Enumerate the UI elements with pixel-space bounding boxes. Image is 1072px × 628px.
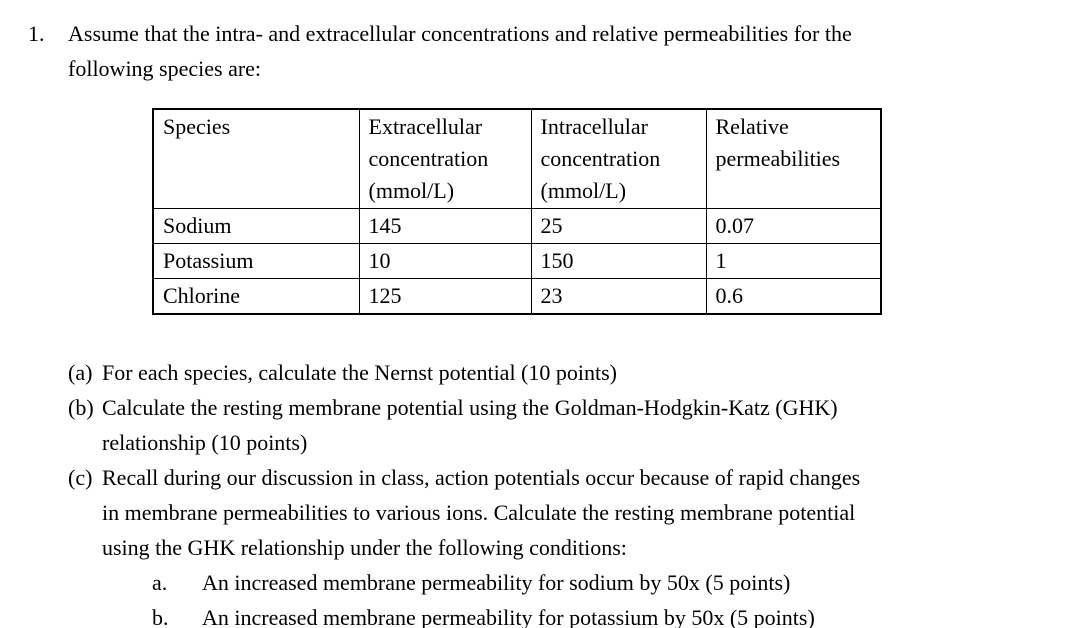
cell-intracellular: 23 (530, 278, 707, 315)
part-c-subparts: a. An increased membrane permeability fo… (152, 565, 860, 628)
part-b: (b) Calculate the resting membrane poten… (68, 390, 1072, 460)
part-b-line-1: Calculate the resting membrane potential… (102, 395, 838, 420)
intro-line-1: Assume that the intra- and extracellular… (68, 21, 852, 46)
cell-permeability: 0.6 (705, 278, 882, 315)
part-c: (c) Recall during our discussion in clas… (68, 460, 1072, 628)
subpart-b-text: An increased membrane permeability for p… (202, 605, 815, 628)
problem-number: 1. (28, 21, 45, 46)
cell-extracellular: 10 (358, 243, 532, 279)
part-b-text: Calculate the resting membrane potential… (102, 390, 838, 460)
intro-line-2: following species are: (68, 56, 262, 81)
subpart-a-label: a. (152, 570, 168, 595)
cell-species: Chlorine (152, 278, 360, 315)
cell-intracellular: 25 (530, 208, 707, 244)
header-intracellular-concentration: Intracellular concentration (mmol/L) (530, 108, 707, 209)
table-row-potassium: Potassium 10 150 1 (152, 243, 882, 279)
cell-permeability: 0.07 (705, 208, 882, 244)
subpart-a: a. An increased membrane permeability fo… (152, 565, 860, 600)
cell-species: Sodium (152, 208, 360, 244)
table-header-row: Species Extracellular concentration (mmo… (152, 108, 882, 209)
cell-permeability: 1 (705, 243, 882, 279)
part-c-label: (c) (68, 465, 93, 490)
part-a-line-1: For each species, calculate the Nernst p… (102, 360, 617, 385)
subpart-b-label: b. (152, 605, 169, 628)
part-c-line-1: Recall during our discussion in class, a… (102, 465, 861, 490)
problem-statement: 1. Assume that the intra- and extracellu… (0, 0, 1072, 86)
header-extracellular-concentration: Extracellular concentration (mmol/L) (358, 108, 532, 209)
table-row-sodium: Sodium 145 25 0.07 (152, 208, 882, 244)
part-a: (a) For each species, calculate the Nern… (68, 355, 1072, 390)
question-parts: (a) For each species, calculate the Nern… (68, 355, 1072, 628)
species-table-container: Species Extracellular concentration (mmo… (152, 108, 1072, 315)
part-a-label: (a) (68, 360, 93, 385)
cell-species: Potassium (152, 243, 360, 279)
cell-intracellular: 150 (530, 243, 707, 279)
subpart-a-text: An increased membrane permeability for s… (202, 570, 791, 595)
cell-extracellular: 125 (358, 278, 532, 315)
part-b-label: (b) (68, 395, 94, 420)
part-c-line-3: using the GHK relationship under the fol… (102, 535, 627, 560)
part-b-line-2: relationship (10 points) (102, 430, 308, 455)
problem-intro: Assume that the intra- and extracellular… (68, 16, 852, 86)
header-species: Species (152, 108, 360, 209)
table-row-chlorine: Chlorine 125 23 0.6 (152, 278, 882, 315)
part-a-text: For each species, calculate the Nernst p… (102, 355, 617, 390)
header-relative-permeabilities: Relative permeabilities (705, 108, 882, 209)
part-c-text: Recall during our discussion in class, a… (102, 460, 860, 628)
cell-extracellular: 145 (358, 208, 532, 244)
part-c-line-2: in membrane permeabilities to various io… (102, 500, 856, 525)
species-table: Species Extracellular concentration (mmo… (152, 108, 882, 315)
subpart-b: b. An increased membrane permeability fo… (152, 600, 860, 628)
